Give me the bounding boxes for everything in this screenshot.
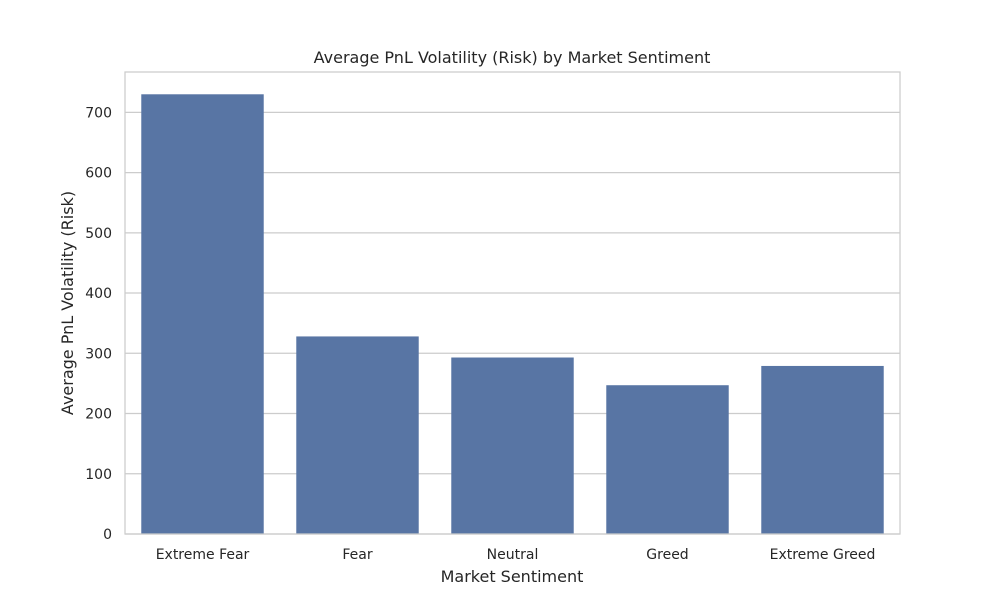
y-tick-label: 0 xyxy=(103,527,112,543)
bar-extreme-greed xyxy=(761,365,884,534)
y-tick-label: 400 xyxy=(85,286,112,302)
bar-extreme-fear xyxy=(141,94,264,534)
x-tick-label: Fear xyxy=(342,547,372,563)
y-tick-label: 500 xyxy=(85,226,112,242)
x-axis-title: Market Sentiment xyxy=(441,567,584,586)
x-tick-label: Extreme Fear xyxy=(156,547,250,563)
chart-title: Average PnL Volatility (Risk) by Market … xyxy=(314,48,711,67)
x-tick-labels: Extreme Fear Fear Neutral Greed Extreme Gree… xyxy=(156,547,876,563)
y-tick-label: 200 xyxy=(85,407,112,423)
x-tick-label: Neutral xyxy=(487,547,539,563)
y-tick-labels: 0 100 200 300 400 500 600 700 xyxy=(85,105,112,543)
bar-fear xyxy=(296,336,419,534)
y-tick-label: 300 xyxy=(85,346,112,362)
y-tick-label: 100 xyxy=(85,467,112,483)
y-tick-label: 700 xyxy=(85,105,112,121)
bar-greed xyxy=(606,385,729,534)
plot-frame xyxy=(124,71,901,535)
y-axis-title: Average PnL Volatility (Risk) xyxy=(58,191,77,415)
x-tick-label: Greed xyxy=(646,547,688,563)
y-tick-label: 600 xyxy=(85,166,112,182)
bar-neutral xyxy=(451,357,574,534)
x-tick-label: Extreme Greed xyxy=(770,547,876,563)
bars xyxy=(141,94,884,534)
